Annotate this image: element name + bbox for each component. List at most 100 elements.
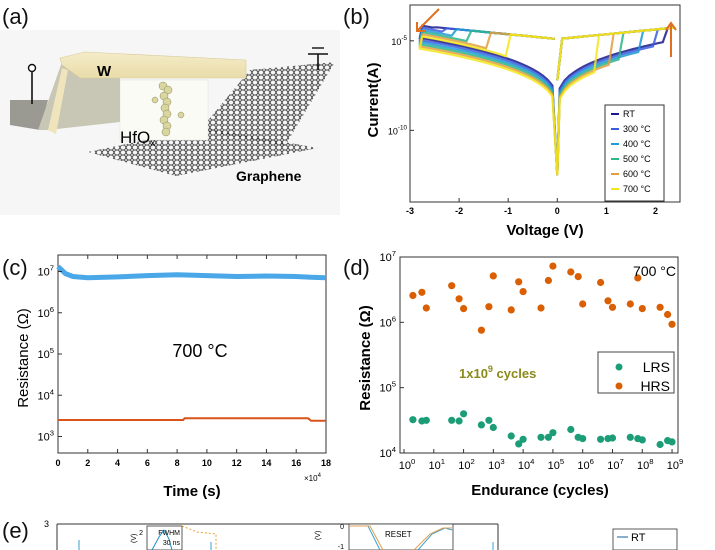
chart-d-point-hrs: [604, 297, 612, 305]
chart-c-ytick-label-exp: 4: [50, 387, 55, 396]
chart-c-ytick-label: 106: [37, 305, 54, 320]
chart-c-ytick-label: 107: [37, 264, 54, 279]
chart-d-point-lrs: [544, 433, 552, 441]
chart-d-legend: LRS HRS: [597, 351, 675, 394]
chart-c-xtick-label: 16: [291, 458, 301, 468]
chart-b-legend-label: 500 °C: [623, 154, 651, 164]
chart-d-ytick-label-base: 10: [379, 383, 391, 395]
chart-e-inset-1-ylabel: (V): [131, 534, 138, 543]
chart-d-point-hrs: [460, 305, 468, 313]
w-label: W: [97, 63, 112, 80]
chart-d-point-hrs: [409, 291, 417, 300]
chart-d-point-hrs: [455, 295, 463, 303]
chart-d-point-lrs: [626, 433, 634, 441]
chart-c-x-ticks: 0 2 4 6 8 10 12 14 16 18: [55, 255, 331, 468]
chart-d-point-lrs: [567, 425, 575, 434]
ground-terminal-icon: [308, 47, 328, 70]
chart-c-xlabel: Time (s): [163, 483, 220, 500]
chart-d-ytick-label-exp: 7: [392, 250, 396, 258]
chart-c-xtick-label: 10: [202, 458, 212, 468]
chart-d-xtick-label-base: 10: [458, 460, 470, 472]
chart-d-x-ticks: 100 101 102 103 104 105 106 107 108 109: [399, 449, 683, 472]
chart-d-point-lrs: [448, 416, 456, 424]
chart-b-ytick-label-base: 10: [391, 37, 401, 47]
chart-b-legend-box: [604, 104, 665, 202]
chart-c-annotation: 700 °C: [172, 341, 227, 361]
chart-d-point-hrs: [418, 288, 426, 296]
chart-c-xtick-label: 2: [85, 458, 90, 468]
w-electrode-top: [59, 51, 247, 79]
panel-c-label: (c): [2, 255, 28, 280]
chart-d-point-lrs: [537, 433, 545, 441]
graphene-sheet-ramp: [200, 62, 335, 146]
chart-b-xtick-label: 1: [604, 206, 609, 216]
chart-b-frame: [409, 4, 681, 203]
voltage-terminal-icon: [27, 63, 37, 104]
chart-d-xtick-label-exp: 0: [411, 457, 415, 466]
chart-b-ytick-label: 10-5: [391, 35, 407, 47]
chart-c-ytick-label-exp: 7: [50, 264, 54, 273]
chart-d-point-hrs: [567, 268, 575, 276]
chart-c-ytick-label-exp: 6: [50, 305, 54, 314]
chart-e-inset-1-title: FWHM: [158, 530, 180, 537]
chart-b-xtick-label: -2: [455, 206, 463, 216]
chart-b-xtick-label: -1: [504, 206, 512, 216]
chart-c-xtick-label: 6: [145, 458, 150, 468]
chart-d-xtick-label-base: 10: [577, 460, 589, 472]
chart-e-inset-2-ytick-next: -1: [338, 544, 344, 550]
chart-d-xtick-label-base: 10: [637, 460, 649, 472]
chart-d-ytick-label-base: 10: [379, 448, 391, 460]
chart-d-point-hrs: [664, 310, 672, 319]
chart-c-x-multiplier-exp: 4: [318, 473, 322, 479]
chart-b-ytick-label-base: 10: [388, 126, 398, 136]
panel-e-label: (e): [2, 518, 29, 543]
hfox-label-main: HfO: [120, 128, 150, 147]
chart-b-arrow-set: [665, 21, 677, 57]
chart-e-legend: [612, 528, 678, 550]
chart-d-point-lrs: [608, 434, 617, 442]
chart-d-xtick-label-base: 10: [518, 460, 530, 472]
chart-d-point-lrs: [597, 435, 605, 443]
chart-d-point-hrs: [626, 300, 634, 308]
chart-d-xtick-label: 108: [637, 457, 654, 472]
chart-d-point-hrs: [422, 304, 430, 312]
chart-d-xtick-label: 105: [548, 457, 565, 472]
chart-b-xtick-label: 0: [555, 206, 560, 216]
chart-d-xtick-label-exp: 8: [649, 457, 653, 466]
chart-d-legend-marker-lrs: [615, 363, 623, 371]
panel-a-label: (a): [2, 4, 29, 29]
chart-d-point-hrs: [515, 278, 523, 286]
chart-b-legend-label: 300 °C: [623, 124, 651, 134]
chart-b-plot-area: [418, 24, 676, 176]
chart-d-point-hrs: [668, 320, 676, 328]
chart-d-xtick-label: 103: [488, 457, 505, 472]
chart-d-point-hrs: [549, 262, 557, 270]
chart-d-ytick-label-exp: 6: [392, 314, 396, 323]
chart-d-annotation-cycles-post: cycles: [493, 366, 536, 381]
chart-d-point-hrs: [608, 303, 617, 311]
chart-d-ytick-label: 106: [379, 314, 396, 329]
chart-d-point-lrs: [409, 416, 417, 424]
chart-d-point-lrs: [477, 421, 485, 429]
chart-c-series-hrs: [56, 264, 327, 281]
chart-d-point-hrs: [448, 282, 456, 290]
chart-b-legend: RT 300 °C 400 °C 500 °C 600 °C 700 °C: [604, 104, 665, 202]
chart-e-inset-2-trace-orange: [350, 525, 384, 550]
chart-c-ytick-label-base: 10: [37, 349, 49, 361]
chart-d-xtick-label: 100: [399, 457, 416, 472]
chart-d-point-hrs: [519, 288, 527, 296]
chart-d-legend-box: [597, 351, 675, 394]
chart-c-ytick-label-exp: 3: [50, 429, 54, 438]
chart-d-point-lrs: [485, 416, 493, 424]
chart-d-ytick-label-base: 10: [379, 317, 391, 329]
chart-d-point-lrs: [638, 436, 646, 444]
chart-c-xtick-label: 12: [232, 458, 242, 468]
chart-e-ytick-top: 3: [44, 519, 49, 529]
chart-b-xlabel: Voltage (V): [506, 222, 583, 239]
chart-d-xtick-label-exp: 6: [590, 457, 594, 466]
chart-c-xtick-label: 0: [55, 458, 60, 468]
chart-d-point-lrs: [422, 416, 430, 424]
graphene-label: Graphene: [236, 168, 302, 184]
chart-d-plot-area: [409, 262, 676, 449]
